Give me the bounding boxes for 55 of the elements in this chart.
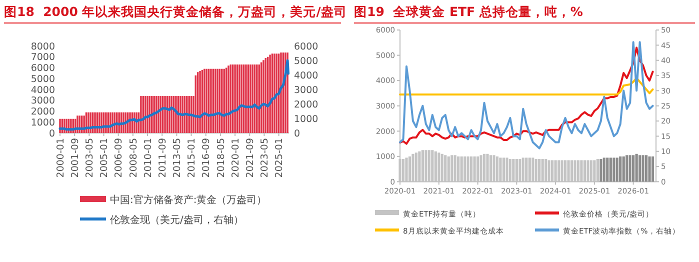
legend-label: 中国:官方储备资产:黄金（万盎司） [110, 194, 267, 206]
x-tick-label: 2018-05 [216, 138, 227, 178]
x-tick-label: 2013-05 [172, 138, 184, 178]
bar [651, 156, 654, 182]
x-tick-label: 2006-09 [114, 138, 125, 178]
y2-tick-label: 6000 [294, 41, 318, 52]
y-tick-label: 6000 [30, 63, 55, 74]
line-series [58, 59, 290, 131]
bar [609, 158, 612, 182]
bar [626, 155, 628, 182]
bar [616, 158, 618, 182]
x-tick-label: 2003-05 [84, 138, 96, 178]
y2-tick-label: 1000 [294, 114, 318, 125]
x-tick-label: 2016-09 [201, 138, 212, 178]
y2-tick-label: 4000 [294, 70, 318, 82]
x-tick-label: 2001-09 [70, 138, 81, 178]
x-tick-label: 2015-01 [186, 138, 198, 178]
bar [644, 155, 648, 182]
x-tick-label: 2023-05 [260, 138, 271, 178]
y-tick-label: 1000 [30, 117, 55, 128]
x-tick-label: 2005-01 [99, 138, 110, 178]
bar [648, 156, 651, 182]
y-tick-label: 7000 [30, 52, 55, 64]
chart-title: 图19 全球黄金 ETF 总持仓量，吨，% [354, 4, 584, 19]
bar [628, 155, 632, 182]
bar [600, 158, 602, 182]
bar [638, 155, 642, 182]
y-tick-label: 2000 [30, 106, 55, 118]
chart-title: 图18 2000 年以来我国央行黄金储备，万盎司，美元/盎司 [4, 4, 347, 19]
y2-tick-label: 0 [294, 128, 300, 140]
legend-label: 伦敦金现（美元/盎司，右轴） [110, 214, 244, 226]
x-tick-label: 2020-01 [230, 138, 242, 178]
bar [619, 156, 622, 182]
bar [606, 158, 609, 182]
y2-tick-label: 2000 [294, 99, 318, 110]
y-tick-label: 5000 [30, 74, 55, 85]
bar [642, 155, 644, 182]
y2-tick-label: 3000 [294, 84, 318, 96]
bar [622, 156, 625, 182]
bar [635, 154, 638, 182]
bar [632, 155, 635, 182]
y-tick-label: 4000 [30, 84, 55, 96]
x-tick-label: 2008-05 [128, 138, 140, 178]
x-tick-label: 2011-09 [157, 138, 168, 178]
x-tick-label: 2010-01 [142, 138, 154, 178]
y-tick-label: 0 [48, 128, 55, 140]
bar [612, 158, 616, 182]
y2-tick-label: 5000 [294, 56, 318, 67]
x-tick-label: 2025-01 [274, 138, 286, 178]
bar [602, 158, 606, 182]
y-tick-label: 3000 [30, 96, 55, 107]
y-tick-label: 8000 [30, 41, 55, 52]
line-series [399, 77, 654, 96]
x-tick-label: 2021-09 [244, 138, 256, 178]
x-tick-label: 2000-01 [55, 138, 66, 178]
